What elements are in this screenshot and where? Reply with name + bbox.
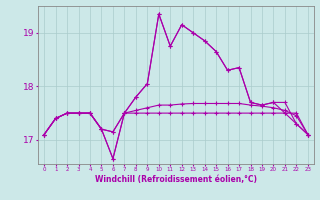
X-axis label: Windchill (Refroidissement éolien,°C): Windchill (Refroidissement éolien,°C)	[95, 175, 257, 184]
